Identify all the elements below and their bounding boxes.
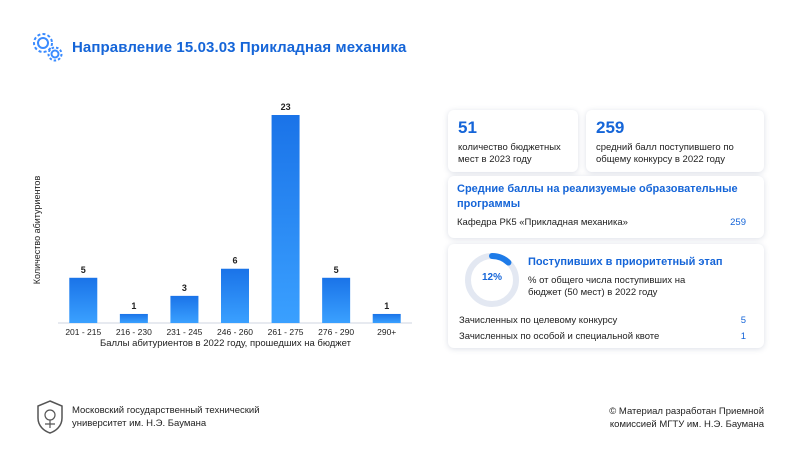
bar-5: [322, 277, 351, 323]
bar-value-label: 3: [182, 283, 187, 293]
bar-value-label: 5: [81, 265, 86, 275]
x-tick-label: 246 - 260: [217, 327, 253, 337]
priority-text-2: бюджет (50 мест) в 2022 году: [528, 287, 658, 298]
programs-card: Средние баллы на реализуемые образовател…: [448, 176, 764, 238]
priority-row-target: Зачисленных по целевому конкурсу 5: [459, 315, 746, 326]
programs-heading-1: Средние баллы на реализуемые образовател…: [457, 183, 738, 195]
priority-heading: Поступивших в приоритетный этап: [528, 256, 723, 268]
bar-value-label: 6: [232, 256, 237, 266]
x-tick-label: 261 - 275: [268, 327, 304, 337]
priority-card: 12% Поступивших в приоритетный этап % от…: [448, 244, 764, 348]
percent-ring: [465, 253, 519, 307]
programs-row: Кафедра РК5 «Прикладная механика» 259: [457, 217, 746, 228]
x-tick-label: 201 - 215: [65, 327, 101, 337]
avg-text-2: общему конкурсу в 2022 году: [596, 154, 725, 165]
histogram-chart: Количество абитуриентов 5 201 - 215 1 216 -…: [32, 95, 430, 360]
budget-text-2: мест в 2023 году: [458, 154, 532, 165]
chart-svg: 5 201 - 215 1 216 - 230 3 231 - 245 6 246 - 260…: [58, 102, 412, 337]
footer-university: Московский государственный технический у…: [36, 400, 260, 434]
priority-row-quota: Зачисленных по особой и специальной квот…: [459, 331, 746, 342]
priority-row-target-label: Зачисленных по целевому конкурсу: [459, 315, 618, 326]
bar-4: [271, 115, 300, 323]
programs-heading-2: программы: [457, 198, 521, 210]
programs-row-label: Кафедра РК5 «Прикладная механика»: [457, 217, 628, 228]
bar-3: [221, 268, 249, 323]
avg-score-number: 259: [596, 118, 625, 137]
x-tick-label: 231 - 245: [166, 327, 202, 337]
percent-ring-fill: [465, 253, 519, 307]
bar-0: [69, 277, 98, 323]
bar-1: [119, 313, 148, 323]
footer-left-line-2: университет им. Н.Э. Баумана: [72, 418, 207, 429]
university-emblem-icon: [37, 400, 63, 434]
footer-copyright: © Материал разработан Приемной комиссией…: [609, 405, 764, 431]
x-tick-label: 216 - 230: [116, 327, 152, 337]
bar-value-label: 23: [281, 102, 291, 112]
avg-score-card: 259 средний балл поступившего по общему …: [586, 110, 764, 172]
footer-left-line-1: Московский государственный технический: [72, 405, 260, 416]
bar-value-label: 5: [334, 265, 339, 275]
footer-right-line-1: © Материал разработан Приемной: [609, 406, 764, 417]
bar-value-label: 1: [384, 301, 389, 311]
x-tick-label: 290+: [377, 327, 396, 337]
priority-row-quota-value: 1: [740, 331, 746, 342]
percent-label: 12%: [481, 272, 502, 283]
x-axis-label: Баллы абитуриентов в 2022 году, прошедши…: [100, 338, 351, 349]
bar-value-label: 1: [131, 301, 136, 311]
avg-text-1: средний балл поступившего по: [596, 142, 734, 153]
priority-row-target-value: 5: [740, 315, 746, 326]
bar-6: [372, 313, 401, 323]
programs-row-value: 259: [730, 217, 746, 228]
bar-2: [170, 295, 199, 323]
budget-card: 51 количество бюджетных мест в 2023 году: [448, 110, 578, 172]
budget-number: 51: [458, 118, 477, 137]
page-title: Направление 15.03.03 Прикладная механика: [72, 38, 407, 56]
header: Направление 15.03.03 Прикладная механика: [30, 30, 406, 64]
budget-text-1: количество бюджетных: [458, 142, 561, 153]
priority-row-quota-label: Зачисленных по особой и специальной квот…: [459, 331, 660, 342]
priority-text-1: % от общего числа поступивших на: [528, 275, 686, 286]
gears-icon: [33, 33, 63, 62]
footer-right-line-2: комиссией МГТУ им. Н.Э. Баумана: [609, 419, 764, 430]
x-tick-label: 276 - 290: [318, 327, 354, 337]
